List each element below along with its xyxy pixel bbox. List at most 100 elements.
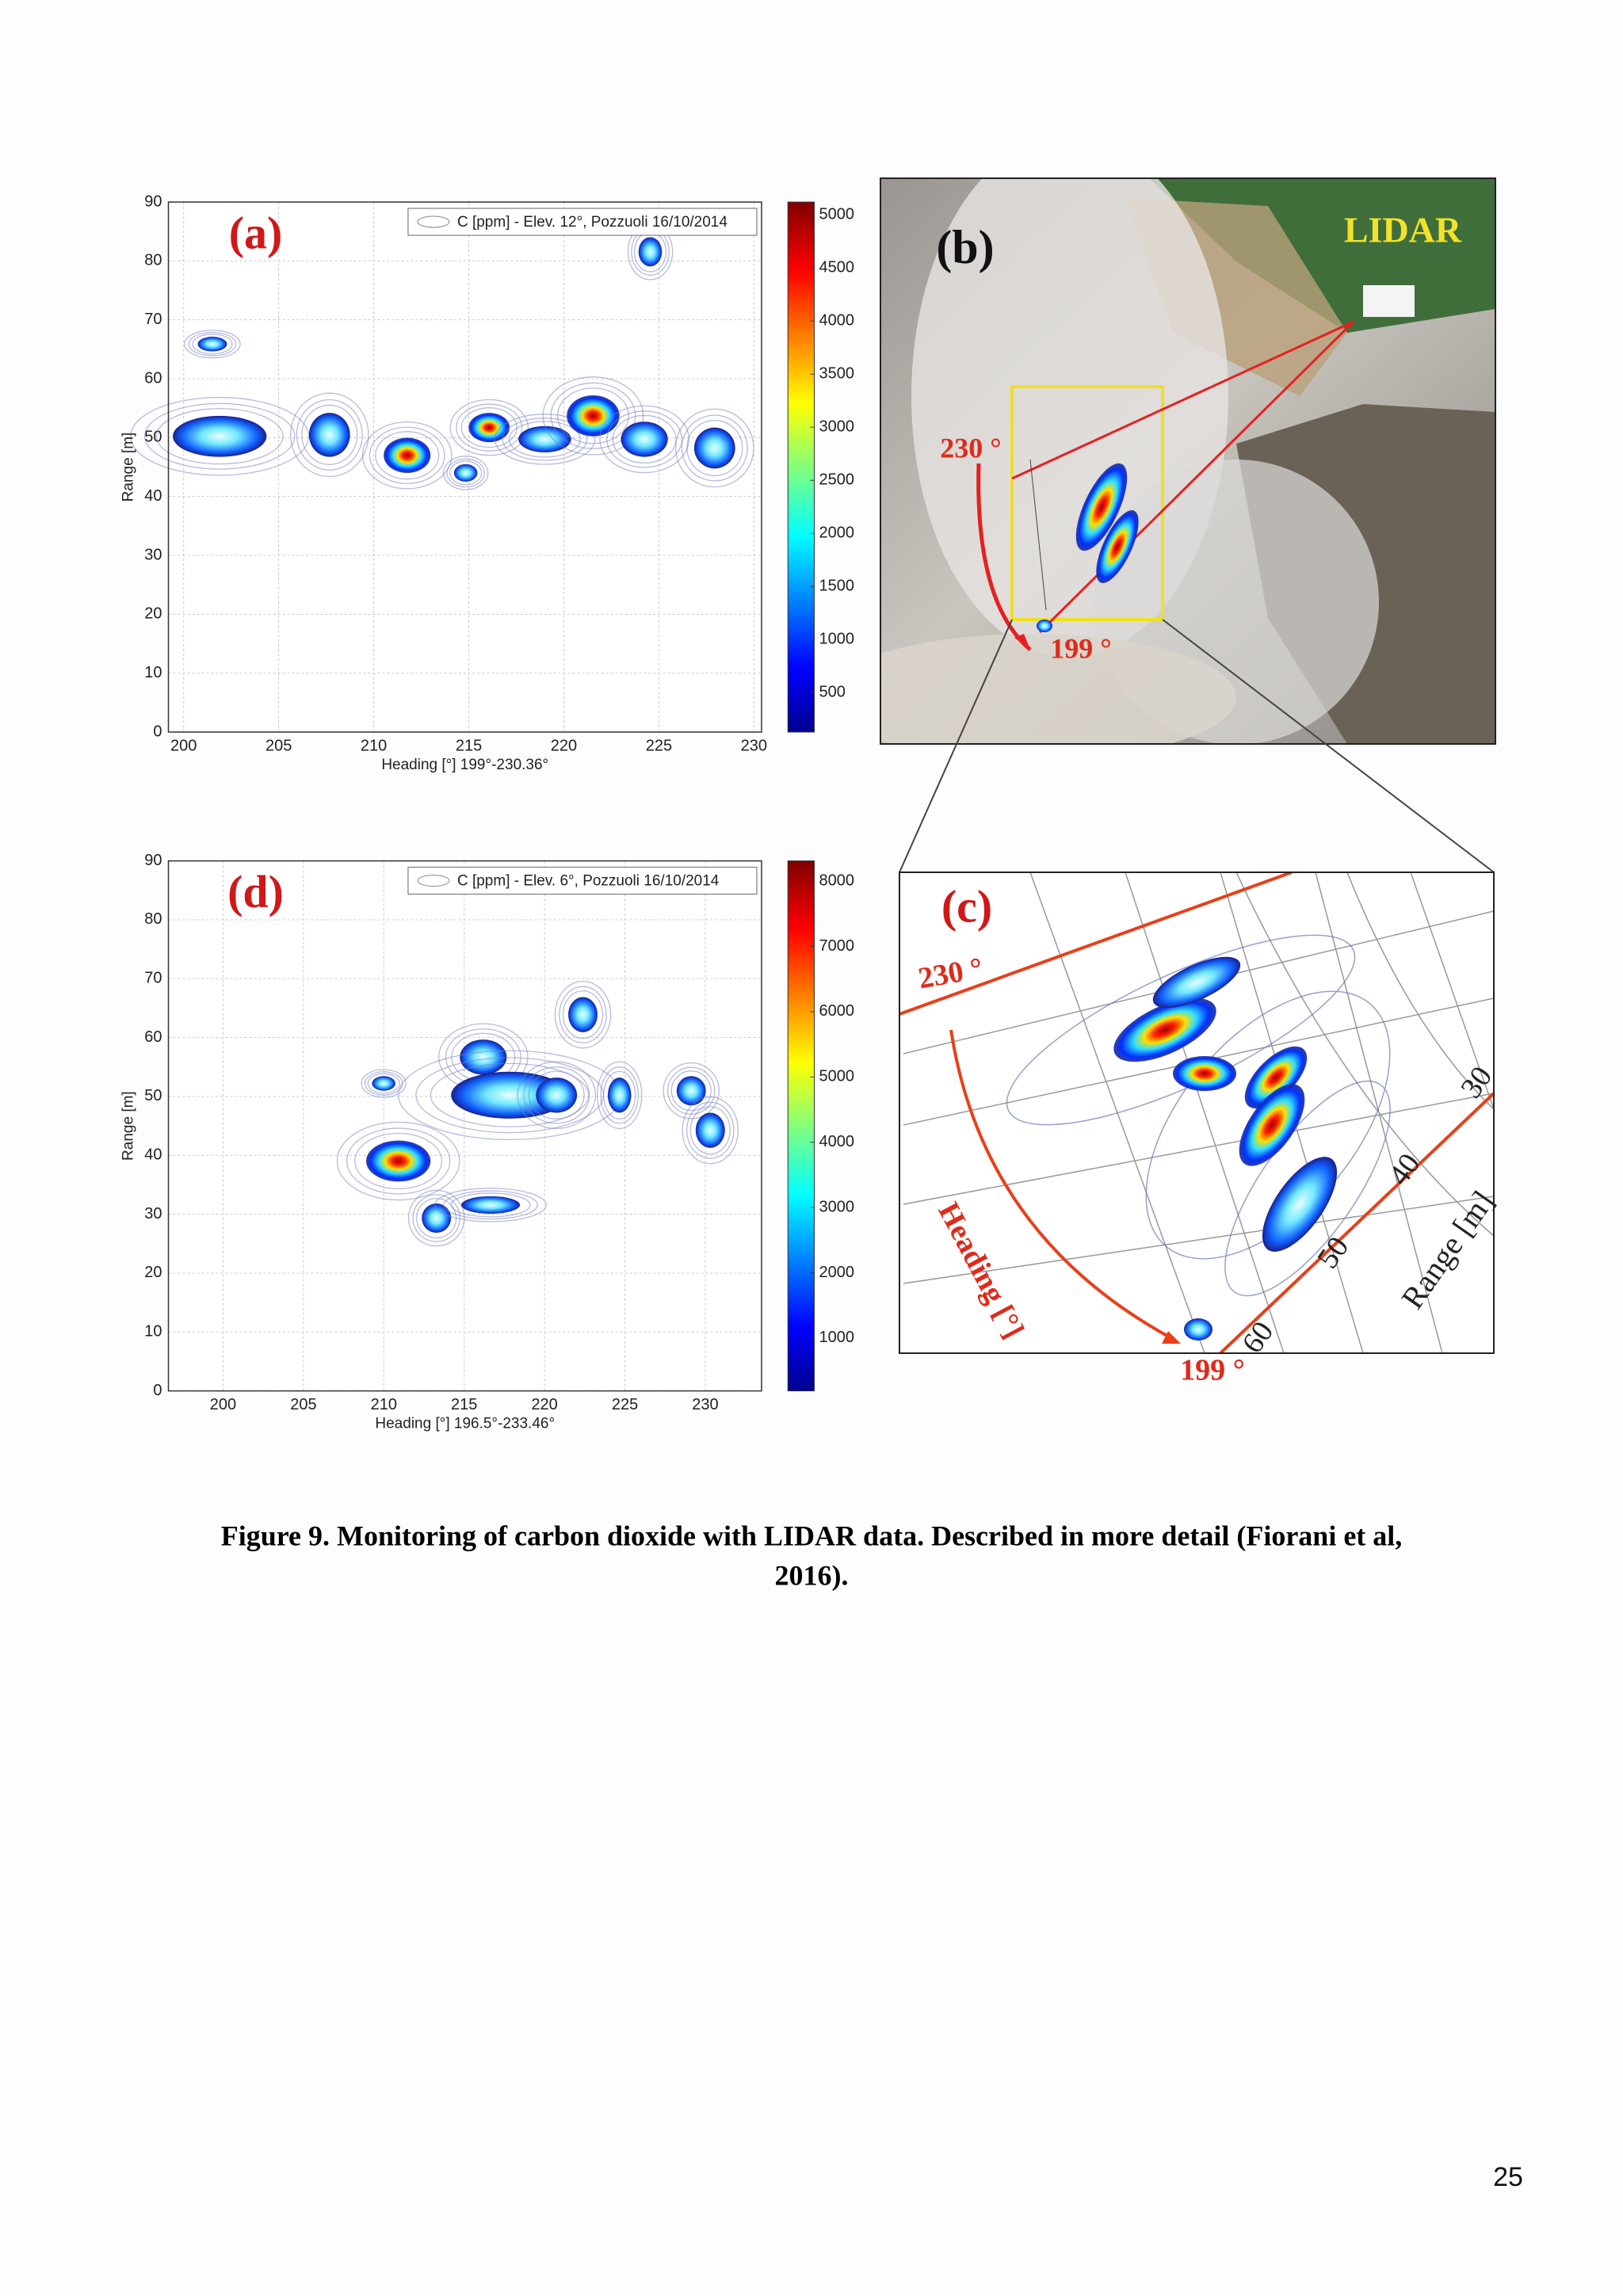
x-tick-label: 220	[531, 1396, 557, 1413]
connector	[899, 619, 1013, 873]
contour-line	[686, 419, 743, 477]
contour-line	[430, 1062, 590, 1127]
contour-line	[361, 1069, 407, 1098]
y-tick-label: 10	[144, 664, 162, 681]
contour-line	[449, 399, 529, 456]
x-tick-label: 205	[290, 1396, 316, 1413]
contour-fill	[518, 425, 571, 453]
end-angle: 199 °	[1180, 1354, 1245, 1387]
contour-line	[686, 1101, 735, 1159]
contour-line	[562, 990, 604, 1039]
contour-line	[600, 1066, 640, 1124]
plot-area	[168, 860, 762, 1391]
colorbar	[787, 860, 815, 1392]
colorbar-tick-label: 8000	[819, 871, 854, 889]
plot-frame	[167, 860, 762, 1392]
colorbar-tick-label: 4500	[819, 258, 854, 276]
x-tick-label: 200	[210, 1396, 236, 1413]
contour-line	[682, 1096, 739, 1165]
x-tick-label: 215	[456, 737, 482, 754]
colorbar-tick-label: 5000	[819, 1068, 854, 1085]
colorbar-tick-label: 2500	[819, 471, 854, 489]
y-tick-label: 70	[144, 970, 162, 987]
y-tick-label: 0	[153, 723, 162, 740]
y-tick-label: 0	[153, 1382, 162, 1399]
contour-line	[346, 1127, 451, 1195]
colorbar-tick-label: 4000	[819, 311, 854, 329]
contour-line	[449, 460, 483, 486]
x-axis-label: Heading [°] 196.5°-233.46°	[375, 1416, 555, 1432]
y-axis-label: Range [m]	[120, 433, 137, 502]
panel-label: (b)	[936, 221, 994, 273]
y-tick-label: 90	[144, 852, 162, 869]
legend-text: C [ppm] - Elev. 12°, Pozzuoli 16/10/2014	[457, 214, 727, 231]
x-tick-label: 210	[371, 1396, 397, 1413]
contour-fill	[372, 1076, 395, 1091]
contour-line	[369, 426, 445, 484]
contour-line	[367, 1073, 400, 1094]
y-tick-label: 20	[144, 1264, 162, 1281]
contour-line	[675, 408, 754, 488]
contour-line	[508, 421, 582, 458]
contour-fill	[536, 1077, 578, 1113]
colorbar-tick-label: 6000	[819, 1002, 854, 1020]
x-tick-label: 210	[361, 737, 387, 754]
contour-line	[681, 414, 748, 482]
x-tick-label: 230	[692, 1396, 718, 1413]
contour-line	[301, 404, 358, 465]
y-tick-label: 40	[144, 1146, 162, 1164]
contour-line	[442, 456, 489, 490]
colorbar-tick-label: 2000	[819, 1264, 854, 1281]
contour-fill	[621, 421, 668, 457]
legend-box	[407, 867, 758, 895]
contour-line	[550, 382, 636, 449]
contour-fill	[693, 427, 735, 469]
colorbar-tick-label: 1500	[819, 578, 854, 595]
colorbar-tick-label: 1000	[819, 1329, 854, 1346]
y-tick-label: 70	[144, 311, 162, 328]
contour-line	[517, 1061, 597, 1130]
contour-line	[606, 410, 683, 468]
contour-line	[361, 421, 453, 490]
contour-line	[523, 1066, 590, 1124]
colorbar-tick-label: 500	[819, 684, 845, 701]
page-number: 25	[1493, 2162, 1523, 2192]
x-axis-label: Heading [°] 199°-230.36°	[381, 757, 548, 773]
colorbar-tick-label: 5000	[819, 205, 854, 223]
contour-line	[603, 1070, 636, 1119]
contour-fill	[638, 237, 663, 267]
contour-line	[670, 1070, 712, 1112]
x-tick-label: 225	[612, 1396, 638, 1413]
colorbar	[787, 201, 815, 733]
y-tick-label: 40	[144, 487, 162, 505]
y-tick-label: 50	[144, 1087, 162, 1104]
y-axis-label: Range [m]	[120, 1091, 137, 1161]
contour-line	[689, 1106, 731, 1155]
contour-line	[155, 408, 284, 465]
contour-line	[528, 1070, 585, 1119]
x-tick-label: 205	[265, 737, 292, 754]
caption-line: 2016).	[775, 1559, 849, 1591]
y-tick-label: 30	[144, 1205, 162, 1222]
colorbar-tick-label: 1000	[819, 631, 854, 648]
x-tick-label: 200	[170, 737, 197, 754]
colorbar-tick-label: 3000	[819, 1198, 854, 1215]
contour-line	[407, 1189, 465, 1247]
legend-symbol	[417, 215, 450, 228]
contour-line	[460, 407, 517, 448]
contour-fill	[197, 337, 227, 352]
panel-label: (d)	[227, 866, 284, 917]
contour-line	[596, 1061, 643, 1130]
y-tick-label: 30	[144, 546, 162, 563]
contour-fill	[453, 463, 478, 482]
contour-line	[188, 331, 237, 357]
end-angle: 199 °	[1050, 632, 1111, 664]
contour-fill	[461, 1196, 521, 1214]
contour-line	[502, 418, 588, 461]
contour-fill	[422, 1203, 452, 1234]
panel-label: (c)	[941, 880, 992, 932]
contour-line	[494, 414, 596, 465]
contour-line	[443, 1190, 538, 1220]
contour-line	[375, 431, 440, 480]
